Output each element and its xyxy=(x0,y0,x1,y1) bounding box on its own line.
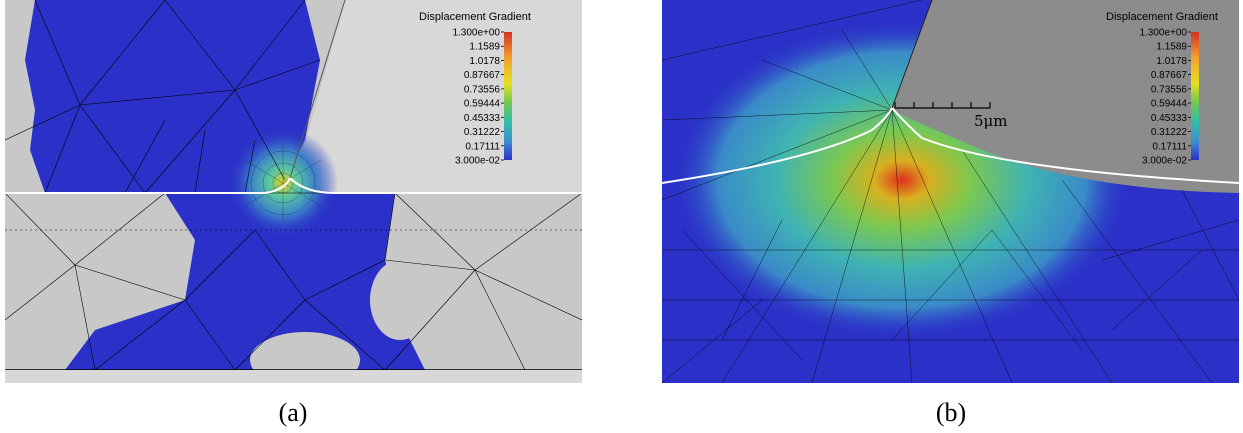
colorbar-tick-label: 0.87667 xyxy=(464,70,501,81)
colorbar-tick-label: 1.1589 xyxy=(469,42,500,53)
colorbar xyxy=(504,32,512,160)
panel-a-image: Displacement Gradient 1.300e+00 1.1589 1.0… xyxy=(5,0,582,383)
colorbar-tick-label: 0.87667 xyxy=(1151,70,1188,81)
colorbar-tick-label: 0.45333 xyxy=(464,113,501,124)
colorbar xyxy=(1191,32,1199,160)
caption-b: (b) xyxy=(935,398,967,427)
legend-a: Displacement Gradient 1.300e+00 1.1589 1.0… xyxy=(419,11,531,167)
scale-bar xyxy=(894,102,991,109)
colorbar-tick-label: 1.1589 xyxy=(1156,42,1187,53)
colorbar-tick-label: 0.31222 xyxy=(464,127,501,138)
colorbar-tick-label: 1.0178 xyxy=(469,56,500,67)
mesh xyxy=(5,0,582,371)
colorbar-tick-label: 0.59444 xyxy=(1151,99,1188,110)
colorbar-tick-label: 0.59444 xyxy=(464,99,501,110)
colorbar-tick-label: 1.300e+00 xyxy=(452,28,500,39)
colorbar-tick-label: 3.000e-02 xyxy=(455,156,500,167)
panel-b: 5μm Displacement Gradient 1.300e+00 1.158… xyxy=(662,0,1239,383)
colorbar-tick-label: 0.73556 xyxy=(1151,84,1188,95)
colorbar-tick-label: 0.31222 xyxy=(1151,127,1188,138)
legend-title: Displacement Gradient xyxy=(1106,11,1218,23)
colorbar-tick-label: 0.45333 xyxy=(1151,113,1188,124)
panel-b-image: 5μm Displacement Gradient 1.300e+00 1.158… xyxy=(662,0,1239,383)
colorbar-tick-label: 0.73556 xyxy=(464,84,501,95)
panel-a: Displacement Gradient 1.300e+00 1.1589 1.0… xyxy=(5,0,582,383)
surface-line xyxy=(662,106,1239,184)
scale-bar-label: 5μm xyxy=(974,112,1008,130)
colorbar-tick-label: 1.300e+00 xyxy=(1139,28,1187,39)
colorbar-tick-label: 3.000e-02 xyxy=(1142,156,1187,167)
legend-b: Displacement Gradient 1.300e+00 1.1589 1.0… xyxy=(1106,11,1218,167)
cutting-tool xyxy=(295,0,582,193)
caption-a: (a) xyxy=(278,398,308,427)
colorbar-tick-label: 1.0178 xyxy=(1156,56,1187,67)
colorbar-tick-label: 0.17111 xyxy=(465,141,500,152)
field-lower xyxy=(65,193,425,370)
mesh xyxy=(662,0,1239,383)
colorbar-tick-label: 0.17111 xyxy=(1152,141,1187,152)
legend-title: Displacement Gradient xyxy=(419,11,531,23)
cutting-tool xyxy=(892,0,1239,193)
